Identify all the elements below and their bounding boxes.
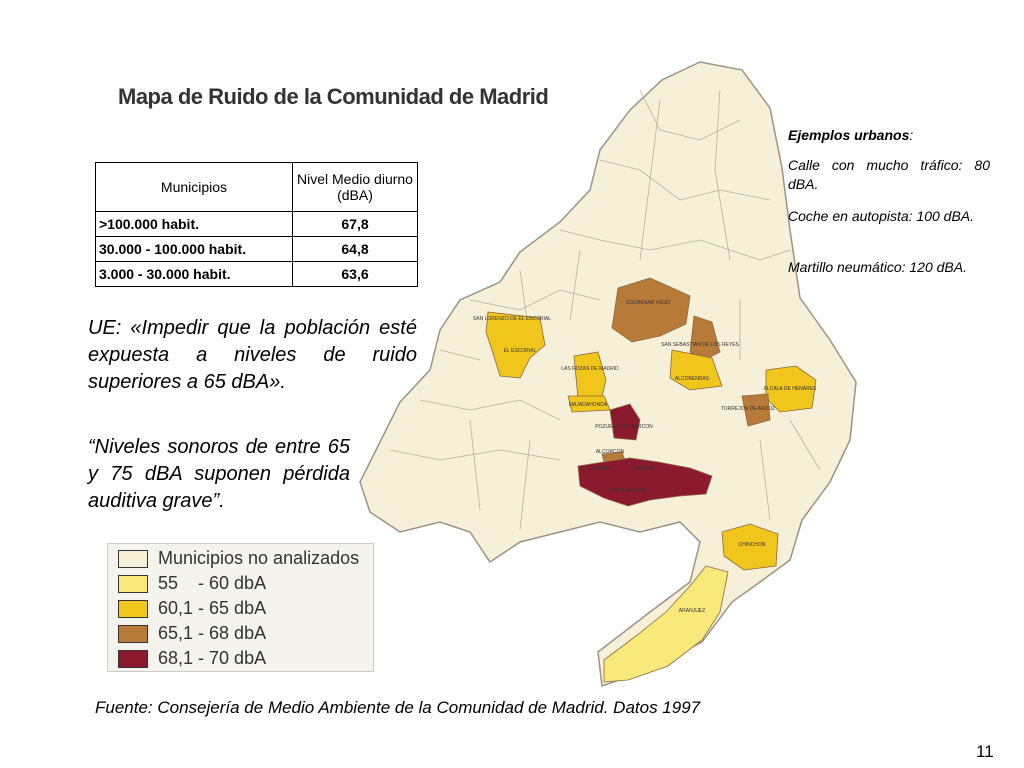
examples-title: Ejemplos urbanos: (788, 126, 990, 145)
colon: : (909, 127, 914, 143)
legend-label: 55 - 60 dbA (158, 573, 267, 593)
map-label: COLMENAR VIEJO (626, 300, 670, 306)
example: Coche en autopista: 100 dBA. (788, 208, 975, 224)
noise-table: Municipios Nivel Medio diurno (dBA) >100… (95, 162, 418, 287)
table-row: >100.000 habit. 67,8 (95, 211, 418, 237)
legend-swatch (118, 550, 148, 568)
map-label: POZUELO DE ALARCON (595, 424, 653, 430)
map-label: LAS ROZAS DE MADRID (561, 366, 619, 372)
area-pozuelo (609, 403, 641, 441)
cell: >100.000 habit. (95, 211, 293, 237)
table-header: Municipios Nivel Medio diurno (dBA) (95, 162, 418, 212)
map-label: ALCOBENDAS (675, 376, 710, 382)
legend-label: 60,1 - 65 dbA (158, 598, 267, 618)
table-row: 3.000 - 30.000 habit. 63,6 (95, 261, 418, 287)
legend-swatch (118, 625, 148, 643)
header-cell: Nivel Medio diurno (dBA) (292, 162, 418, 212)
cell: 30.000 - 100.000 habit. (95, 236, 293, 262)
legend-swatch (118, 650, 148, 668)
map-label: MAJADAHONDA (569, 402, 608, 408)
area-sanse (689, 315, 721, 361)
map-label: CHINCHON (739, 542, 766, 548)
map-label: ALCORCON (596, 449, 625, 455)
map-labels: SAN LORENZO DE EL ESCORIAL EL ESCORIAL C… (473, 300, 817, 614)
legend-label: Municipios no analizados (158, 548, 360, 568)
area-chinchon (721, 523, 779, 571)
map-label: SAN LORENZO DE EL ESCORIAL (473, 316, 551, 322)
cell: 63,6 (292, 261, 418, 287)
area-south (577, 457, 713, 507)
example: Calle con mucho tráfico: 80 dBA. (788, 157, 990, 192)
legend-swatch (118, 600, 148, 618)
example: Martillo neumático: 120 dBA. (788, 259, 967, 275)
cell: 64,8 (292, 236, 418, 262)
page-number: 11 (976, 742, 994, 761)
cell: 3.000 - 30.000 habit. (95, 261, 293, 287)
area-el-escorial (485, 311, 546, 379)
area-aranjuez (603, 565, 729, 683)
map-label: TORREJON DE ARDOZ (721, 406, 775, 412)
legend-label: 68,1 - 70 dbA (158, 648, 267, 668)
map-label: SAN SEBASTIAN DE LOS REYES (661, 342, 739, 348)
map-label: GETAFE (634, 466, 654, 472)
header-cell: Municipios (95, 162, 293, 212)
noise-areas (485, 277, 817, 683)
legend-swatch (118, 575, 148, 593)
map-label: ARANJUEZ (679, 608, 705, 614)
examples-title-text: Ejemplos urbanos (788, 127, 910, 143)
area-las-rozas (573, 351, 607, 399)
legend-label: 65,1 - 68 dbA (158, 623, 267, 643)
area-alcobendas (669, 349, 723, 391)
municipal-borders (389, 89, 821, 531)
quote: UE: «Impedir que la población esté expue… (88, 317, 417, 393)
cell: 67,8 (292, 211, 418, 237)
map-label: ALCALA DE HENARES (764, 386, 817, 392)
map-label: LEGANES (588, 466, 612, 472)
table-row: 30.000 - 100.000 habit. 64,8 (95, 236, 418, 262)
quote: “Niveles sonoros de entre 65 y 75 dBA su… (88, 436, 350, 512)
map-label: EL ESCORIAL (504, 348, 537, 354)
map-label: FUENLABRADA (610, 488, 648, 494)
map-title: Mapa de Ruido de la Comunidad de Madrid (118, 84, 549, 109)
area-colmenar-viejo (611, 277, 691, 343)
legend: Municipios no analizados 55 - 60 dbA 60,1 … (107, 543, 374, 672)
source: Fuente: Consejería de Medio Ambiente de … (95, 698, 701, 717)
area-torrejon (741, 393, 771, 427)
